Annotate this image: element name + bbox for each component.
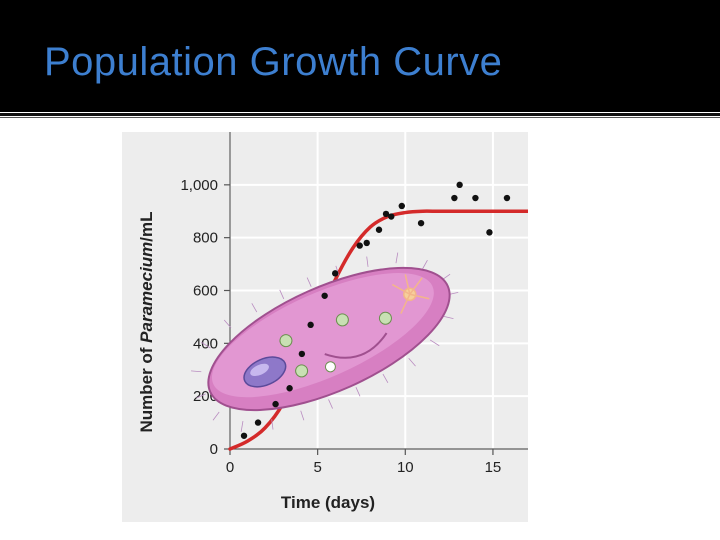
- y-axis-label-italic: Paramecium: [137, 242, 156, 343]
- y-tick-label: 1,000: [180, 177, 218, 194]
- y-tick-label: 600: [193, 283, 218, 300]
- title-divider: [0, 113, 720, 116]
- vacuoles: [279, 311, 392, 378]
- logistic-curve: [228, 209, 528, 451]
- data-point: [272, 400, 279, 408]
- data-point: [254, 419, 262, 426]
- y-axis-label: Number of Paramecium/mL: [137, 211, 156, 432]
- data-point: [503, 194, 511, 202]
- data-point: [286, 385, 293, 392]
- data-point: [417, 219, 425, 227]
- y-tick-label: 0: [210, 441, 218, 458]
- x-tick-label: 0: [226, 459, 234, 476]
- data-point: [298, 350, 306, 358]
- title-divider-thin: [0, 117, 720, 118]
- data-point: [356, 242, 363, 249]
- x-axis-label: Time (days): [281, 493, 375, 512]
- data-point: [331, 270, 339, 277]
- points-layer: [240, 181, 511, 439]
- oral-groove: [324, 332, 388, 359]
- data-point: [398, 202, 405, 210]
- data-point: [388, 213, 395, 220]
- data-point: [451, 194, 458, 202]
- data-point: [382, 210, 390, 218]
- macronucleus-highlight: [250, 363, 269, 377]
- paramecium-illustration: [191, 252, 459, 432]
- data-point: [240, 432, 248, 439]
- x-tick-label: 10: [397, 459, 414, 476]
- data-point: [363, 239, 370, 247]
- title-bar: Population Growth Curve: [0, 0, 720, 112]
- data-point: [472, 194, 479, 202]
- data-point: [456, 181, 463, 189]
- data-point: [375, 226, 383, 233]
- y-axis-label-prefix: Number of: [137, 343, 156, 433]
- x-tick-label: 15: [485, 459, 502, 476]
- data-point: [321, 292, 328, 299]
- curve-layer: [228, 209, 528, 451]
- cilia: [191, 252, 459, 432]
- chart-figure: 0 5 10 15 0 200 400 600 800 1,000: [122, 132, 528, 522]
- data-point: [307, 321, 314, 329]
- x-tick-label: 5: [313, 459, 321, 476]
- slide-title: Population Growth Curve: [44, 40, 503, 84]
- y-axis-label-suffix: /mL: [137, 211, 156, 241]
- contractile-vacuole: [391, 274, 430, 314]
- data-point: [486, 229, 493, 236]
- y-tick-label: 800: [193, 230, 218, 247]
- y-tick-label: 400: [193, 335, 218, 352]
